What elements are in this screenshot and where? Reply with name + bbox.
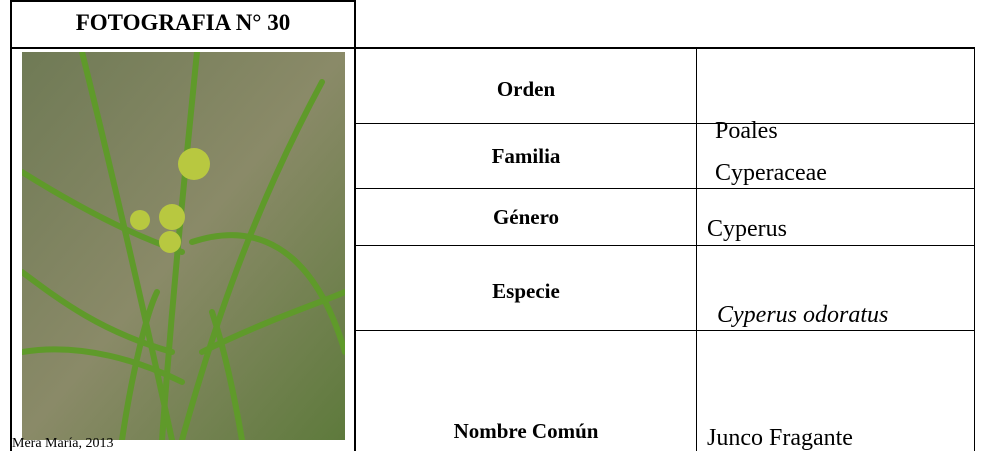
row-value: Junco Fragante [707,425,853,451]
row-label: Especie [492,279,560,303]
border [355,245,975,246]
border [10,47,975,49]
row-label: Orden [496,77,556,101]
photo-title: FOTOGRAFIA N° 30 [75,10,291,35]
row-value: Poales [715,118,778,144]
border [355,188,975,189]
border [10,0,356,2]
border [355,123,975,124]
row-label: Nombre Común [453,419,599,443]
border [974,48,975,451]
border [355,330,975,331]
photo [22,52,345,440]
row-value: Cyperus odoratus [717,302,889,328]
border [354,0,356,451]
row-value: Cyperaceae [715,160,827,186]
row-label: Género [492,205,560,229]
row-label: Familia [491,144,561,168]
border [696,48,697,451]
row-value: Cyperus [707,216,787,242]
border [10,0,12,451]
photo-caption: Mera María, 2013 [12,436,114,451]
